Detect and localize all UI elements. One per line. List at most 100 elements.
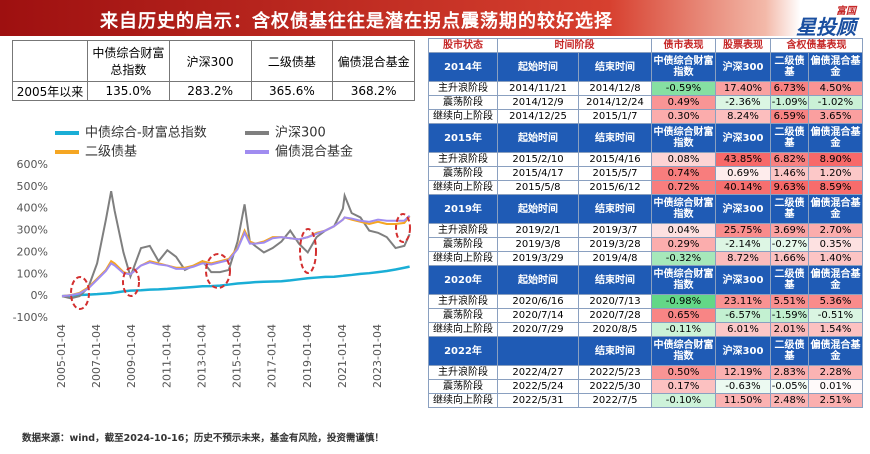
block-column-header: 结束时间 bbox=[578, 52, 652, 82]
year-cell: 2022年 bbox=[428, 336, 498, 366]
year-cell: 2019年 bbox=[428, 194, 498, 224]
series-line bbox=[61, 191, 411, 300]
block-header: 2022年 结束时间 中债综合财富指数 沪深300 二级债基 偏债混合基金 bbox=[428, 336, 863, 366]
block-column-header: 结束时间 bbox=[578, 336, 652, 366]
date-cell: 2015/4/17 bbox=[497, 166, 579, 181]
value-cell: 0.08% bbox=[651, 152, 716, 167]
block-column-header: 中债综合财富指数 bbox=[651, 123, 716, 153]
block-column-header: 起始时间 bbox=[497, 123, 579, 153]
value-cell: 5.51% bbox=[770, 294, 809, 309]
phase-cell: 继续向上阶段 bbox=[428, 251, 498, 266]
date-cell: 2022/5/23 bbox=[578, 365, 652, 380]
block-header: 2014年 起始时间 结束时间 中债综合财富指数 沪深300 二级债基 偏债混合基金 bbox=[428, 52, 863, 82]
series-line bbox=[61, 265, 410, 298]
block-column-header: 起始时间 bbox=[497, 194, 579, 224]
data-row: 主升浪阶段 2019/2/1 2019/3/7 0.04% 25.75% 3.69% 2.7… bbox=[428, 223, 863, 238]
block-column-header: 起始时间 bbox=[497, 265, 579, 295]
chart: -100% 0% 100% 200% 300% 400% 500% 600% 2005-01-0… bbox=[13, 125, 411, 388]
x-tick-label: 2007-01-04 bbox=[90, 324, 103, 388]
date-cell: 2020/8/5 bbox=[578, 322, 652, 337]
data-row: 继续向上阶段 2020/7/29 2020/8/5 -0.11% 6.01% 2.01% 1… bbox=[428, 322, 863, 337]
x-tick-label: 2013-01-04 bbox=[195, 324, 208, 388]
date-cell: 2020/7/28 bbox=[578, 308, 652, 323]
phase-cell: 继续向上阶段 bbox=[428, 109, 498, 124]
phase-table: 股市状态 时间阶段 债市表现 股票表现 含权债基表现 2014年 起始时间 结束时间 中债综合财… bbox=[428, 38, 863, 408]
date-cell: 2015/5/7 bbox=[578, 166, 652, 181]
phase-cell: 震荡阶段 bbox=[428, 237, 498, 252]
data-row: 主升浪阶段 2020/6/16 2020/7/13 -0.98% 23.11% 5.51%… bbox=[428, 294, 863, 309]
date-cell: 2015/6/12 bbox=[578, 180, 652, 195]
value-cell: 0.49% bbox=[651, 95, 716, 110]
block-column-header: 中债综合财富指数 bbox=[651, 265, 716, 295]
date-cell: 2020/7/29 bbox=[497, 322, 579, 337]
date-cell: 2014/12/24 bbox=[578, 95, 652, 110]
value-cell: -1.02% bbox=[808, 95, 863, 110]
date-cell: 2022/4/27 bbox=[497, 365, 579, 380]
y-tick-label: -100% bbox=[13, 311, 48, 324]
value-cell: 368.2% bbox=[332, 81, 415, 101]
phase-cell: 主升浪阶段 bbox=[428, 365, 498, 380]
column-header: 中债综合财富总指数 bbox=[87, 40, 170, 82]
value-cell: 1.66% bbox=[770, 251, 809, 266]
date-cell: 2020/6/16 bbox=[497, 294, 579, 309]
value-cell: -1.59% bbox=[770, 308, 809, 323]
phase-cell: 震荡阶段 bbox=[428, 379, 498, 394]
phase-cell: 主升浪阶段 bbox=[428, 152, 498, 167]
date-cell: 2020/7/14 bbox=[497, 308, 579, 323]
data-row: 震荡阶段 2020/7/14 2020/7/28 0.65% -6.57% -1.59% -… bbox=[428, 308, 863, 323]
value-cell: -0.63% bbox=[715, 379, 771, 394]
block-column-header: 中债综合财富指数 bbox=[651, 52, 716, 82]
date-cell: 2015/5/8 bbox=[497, 180, 579, 195]
date-cell: 2014/12/9 bbox=[497, 95, 579, 110]
x-tick-label: 2017-01-04 bbox=[266, 324, 279, 388]
value-cell: 0.69% bbox=[715, 166, 771, 181]
block-column-header: 结束时间 bbox=[578, 123, 652, 153]
value-cell: 2.83% bbox=[770, 365, 809, 380]
column-header: 二级债基 bbox=[250, 40, 334, 82]
y-tick-label: 100% bbox=[17, 267, 48, 280]
value-cell: 12.19% bbox=[715, 365, 771, 380]
block-column-header: 沪深300 bbox=[715, 265, 771, 295]
phase-cell: 主升浪阶段 bbox=[428, 81, 498, 96]
value-cell: 8.90% bbox=[808, 152, 863, 167]
value-cell: 0.50% bbox=[651, 365, 716, 380]
legend-label: 沪深300 bbox=[275, 125, 326, 141]
value-cell: 283.2% bbox=[168, 81, 252, 101]
value-cell: 0.29% bbox=[651, 237, 716, 252]
value-cell: 0.30% bbox=[651, 109, 716, 124]
date-cell: 2014/12/25 bbox=[497, 109, 579, 124]
value-cell: 3.65% bbox=[808, 109, 863, 124]
value-cell: 40.14% bbox=[715, 180, 771, 195]
value-cell: 17.40% bbox=[715, 81, 771, 96]
group-header: 含权债基表现 bbox=[770, 38, 863, 53]
data-row: 主升浪阶段 2014/11/21 2014/12/8 -0.59% 17.40% 6.73… bbox=[428, 81, 863, 96]
value-cell: 3.69% bbox=[770, 223, 809, 238]
y-tick-label: 0% bbox=[31, 289, 48, 302]
logo: 富国 星投顾 bbox=[796, 2, 856, 38]
value-cell: 2.51% bbox=[808, 393, 863, 408]
y-tick-label: 600% bbox=[17, 158, 48, 171]
data-row: 震荡阶段 2022/5/24 2022/5/30 0.17% -0.63% -0.05% 0… bbox=[428, 379, 863, 394]
value-cell: 6.59% bbox=[770, 109, 809, 124]
date-cell: 2019/3/29 bbox=[497, 251, 579, 266]
value-cell: 1.20% bbox=[808, 166, 863, 181]
x-tick-label: 2023-01-04 bbox=[371, 324, 384, 388]
highlight-ellipse bbox=[395, 213, 411, 243]
phase-cell: 继续向上阶段 bbox=[428, 180, 498, 195]
value-cell: -0.32% bbox=[651, 251, 716, 266]
value-cell: -0.51% bbox=[808, 308, 863, 323]
value-cell: 1.54% bbox=[808, 322, 863, 337]
date-cell: 2022/5/31 bbox=[497, 393, 579, 408]
block-column-header: 偏债混合基金 bbox=[808, 265, 863, 295]
date-cell: 2015/4/16 bbox=[578, 152, 652, 167]
block-column-header: 二级债基 bbox=[770, 123, 809, 153]
title-bar: 来自历史的启示：含权债基往往是潜在拐点震荡期的较好选择 富国 星投顾 bbox=[0, 0, 870, 38]
block-column-header: 结束时间 bbox=[578, 194, 652, 224]
highlight-ellipse bbox=[299, 228, 317, 274]
value-cell: -1.09% bbox=[770, 95, 809, 110]
value-cell: 0.72% bbox=[651, 180, 716, 195]
value-cell: 1.46% bbox=[770, 166, 809, 181]
legend-label: 二级债基 bbox=[85, 145, 137, 160]
block-header: 2015年 起始时间 结束时间 中债综合财富指数 沪深300 二级债基 偏债混合基金 bbox=[428, 123, 863, 153]
value-cell: 365.6% bbox=[250, 81, 334, 101]
